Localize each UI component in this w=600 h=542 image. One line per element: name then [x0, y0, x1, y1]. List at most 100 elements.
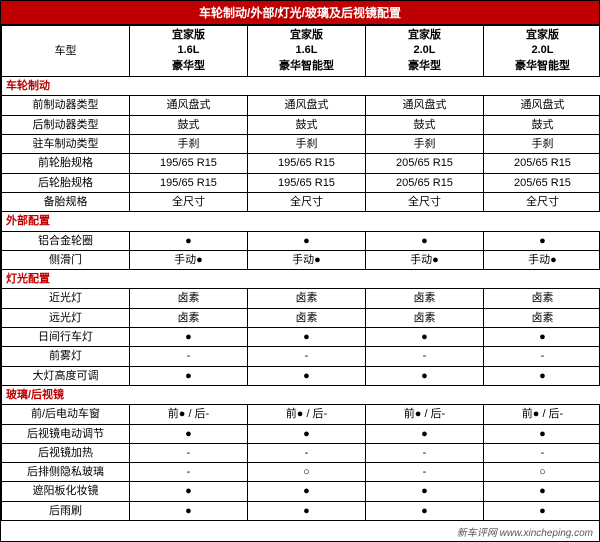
trim-line2: 2.0L [488, 43, 597, 58]
trim-line2: 1.6L [252, 43, 361, 58]
cell-value: 205/65 R15 [366, 173, 484, 192]
cell-value: - [130, 463, 248, 482]
row-label: 日间行车灯 [2, 328, 130, 347]
cell-value: - [366, 347, 484, 366]
cell-value: 前● / 后- [130, 405, 248, 424]
cell-value: 205/65 R15 [484, 173, 600, 192]
trim-line3: 豪华型 [370, 59, 479, 74]
cell-value: 手动● [484, 250, 600, 269]
trim-line1: 宜家版 [370, 28, 479, 43]
cell-value: ● [484, 424, 600, 443]
footer-watermark: 新车评网 www.xincheping.com [1, 521, 599, 541]
cell-value: - [366, 443, 484, 462]
row-label: 前雾灯 [2, 347, 130, 366]
cell-value: 195/65 R15 [130, 173, 248, 192]
cell-value: 前● / 后- [484, 405, 600, 424]
cell-value: ● [366, 482, 484, 501]
row-label: 后雨刷 [2, 501, 130, 520]
trim-line3: 豪华型 [134, 59, 243, 74]
cell-value: 手刹 [484, 135, 600, 154]
trim-line3: 豪华智能型 [488, 59, 597, 74]
cell-value: 手动● [248, 250, 366, 269]
row-label: 遮阳板化妆镜 [2, 482, 130, 501]
table-row: 后轮胎规格195/65 R15195/65 R15205/65 R15205/6… [2, 173, 600, 192]
cell-value: - [130, 443, 248, 462]
cell-value: 手动● [366, 250, 484, 269]
row-label: 后视镜电动调节 [2, 424, 130, 443]
cell-value: ● [248, 366, 366, 385]
cell-value: 卤素 [248, 289, 366, 308]
section-header: 玻璃/后视镜 [2, 385, 600, 404]
table-row: 日间行车灯●●●● [2, 328, 600, 347]
table-row: 前雾灯---- [2, 347, 600, 366]
cell-value: - [366, 463, 484, 482]
cell-value: - [130, 347, 248, 366]
cell-value: 卤素 [366, 289, 484, 308]
row-label: 远光灯 [2, 308, 130, 327]
row-label: 铝合金轮圈 [2, 231, 130, 250]
cell-value: 手刹 [366, 135, 484, 154]
table-row: 近光灯卤素卤素卤素卤素 [2, 289, 600, 308]
section-header-row: 车轮制动 [2, 77, 600, 96]
cell-value: 前● / 后- [248, 405, 366, 424]
table-row: 备胎规格全尺寸全尺寸全尺寸全尺寸 [2, 192, 600, 211]
cell-value: 通风盘式 [130, 96, 248, 115]
cell-value: 卤素 [484, 289, 600, 308]
row-label: 后视镜加热 [2, 443, 130, 462]
cell-value: ● [484, 328, 600, 347]
trim-line2: 1.6L [134, 43, 243, 58]
cell-value: 卤素 [130, 308, 248, 327]
trim-line2: 2.0L [370, 43, 479, 58]
cell-value: - [248, 443, 366, 462]
cell-value: 卤素 [130, 289, 248, 308]
cell-value: ● [130, 501, 248, 520]
cell-value: - [484, 443, 600, 462]
trim-header: 宜家版1.6L豪华智能型 [248, 26, 366, 77]
cell-value: 手刹 [248, 135, 366, 154]
row-label: 前轮胎规格 [2, 154, 130, 173]
cell-value: 195/65 R15 [130, 154, 248, 173]
cell-value: - [248, 347, 366, 366]
table-row: 前/后电动车窗前● / 后-前● / 后-前● / 后-前● / 后- [2, 405, 600, 424]
cell-value: 全尺寸 [366, 192, 484, 211]
cell-value: ● [366, 424, 484, 443]
trim-line1: 宜家版 [134, 28, 243, 43]
cell-value: ● [484, 482, 600, 501]
cell-value: 鼓式 [484, 115, 600, 134]
spec-table: 车型宜家版1.6L豪华型宜家版1.6L豪华智能型宜家版2.0L豪华型宜家版2.0… [1, 25, 600, 521]
section-header: 车轮制动 [2, 77, 600, 96]
cell-value: ● [484, 366, 600, 385]
table-row: 后雨刷●●●● [2, 501, 600, 520]
row-label: 近光灯 [2, 289, 130, 308]
table-row: 前制动器类型通风盘式通风盘式通风盘式通风盘式 [2, 96, 600, 115]
cell-value: 全尺寸 [248, 192, 366, 211]
section-header-row: 外部配置 [2, 212, 600, 231]
row-label: 备胎规格 [2, 192, 130, 211]
row-label: 前制动器类型 [2, 96, 130, 115]
table-row: 前轮胎规格195/65 R15195/65 R15205/65 R15205/6… [2, 154, 600, 173]
table-row: 远光灯卤素卤素卤素卤素 [2, 308, 600, 327]
table-row: 大灯高度可调●●●● [2, 366, 600, 385]
cell-value: 卤素 [484, 308, 600, 327]
cell-value: 通风盘式 [366, 96, 484, 115]
cell-value: 前● / 后- [366, 405, 484, 424]
cell-value: ● [248, 231, 366, 250]
row-label: 侧滑门 [2, 250, 130, 269]
table-row: 后排侧隐私玻璃-○-○ [2, 463, 600, 482]
section-header: 外部配置 [2, 212, 600, 231]
cell-value: ● [130, 328, 248, 347]
cell-value: ● [248, 482, 366, 501]
header-model-label: 车型 [2, 26, 130, 77]
section-header: 灯光配置 [2, 270, 600, 289]
cell-value: ○ [484, 463, 600, 482]
cell-value: ● [484, 501, 600, 520]
table-row: 侧滑门手动●手动●手动●手动● [2, 250, 600, 269]
trim-line1: 宜家版 [488, 28, 597, 43]
cell-value: 鼓式 [366, 115, 484, 134]
table-row: 遮阳板化妆镜●●●● [2, 482, 600, 501]
trim-line3: 豪华智能型 [252, 59, 361, 74]
spec-table-container: 车轮制动/外部/灯光/玻璃及后视镜配置 车型宜家版1.6L豪华型宜家版1.6L豪… [0, 0, 600, 542]
cell-value: ● [248, 328, 366, 347]
cell-value: ● [248, 424, 366, 443]
cell-value: ● [130, 482, 248, 501]
